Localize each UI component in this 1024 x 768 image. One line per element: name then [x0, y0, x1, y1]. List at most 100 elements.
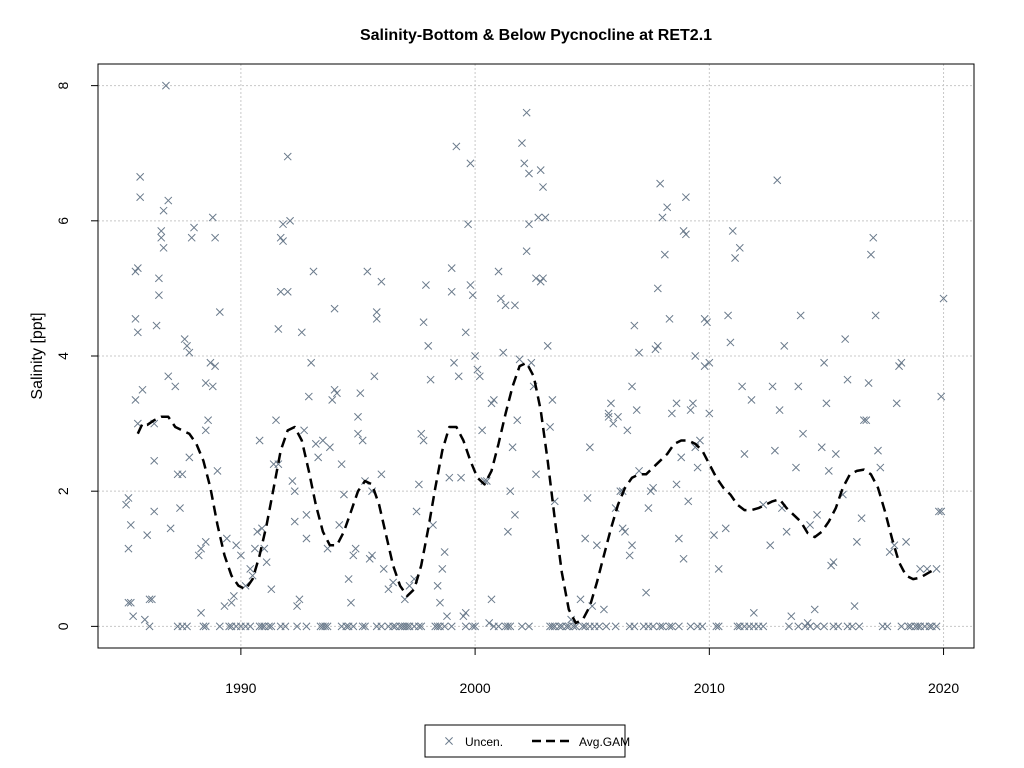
legend-x-marker: [445, 737, 453, 745]
x-tick-label: 2010: [694, 680, 725, 696]
data-point: [185, 453, 194, 462]
data-point: [885, 548, 894, 556]
data-point: [489, 395, 498, 404]
data-point: [667, 622, 676, 631]
data-point: [157, 227, 166, 235]
data-point: [372, 308, 381, 317]
data-point: [522, 108, 531, 117]
data-point: [370, 372, 379, 381]
data-point: [820, 358, 829, 367]
data-point: [262, 558, 271, 567]
data-point: [904, 622, 913, 631]
data-point: [703, 318, 711, 327]
data-point: [471, 622, 480, 631]
data-point: [628, 541, 636, 550]
data-point: [827, 561, 836, 570]
data-point: [876, 463, 885, 472]
data-point: [525, 622, 533, 631]
data-point: [330, 385, 339, 394]
data-point: [681, 230, 690, 239]
data-point: [485, 619, 494, 627]
data-point: [571, 622, 580, 631]
data-point: [417, 429, 426, 438]
data-point: [859, 416, 868, 425]
data-point: [293, 602, 302, 611]
data-point: [421, 281, 430, 289]
data-point: [293, 622, 302, 631]
data-point: [164, 372, 173, 381]
data-point: [363, 267, 372, 276]
data-point: [599, 605, 608, 614]
data-point: [129, 612, 138, 621]
data-point: [419, 318, 428, 327]
data-point: [361, 622, 369, 631]
data-point: [351, 544, 360, 553]
data-point: [869, 233, 878, 242]
y-tick-label: 0: [55, 622, 71, 630]
data-point: [358, 622, 367, 631]
data-point: [674, 534, 683, 543]
data-point: [934, 507, 943, 516]
data-point: [525, 169, 533, 178]
data-point: [592, 541, 601, 550]
data-point: [663, 203, 672, 212]
data-point: [447, 287, 456, 296]
data-point: [201, 537, 210, 546]
data-point: [143, 531, 152, 540]
data-point: [347, 598, 355, 607]
data-point: [562, 622, 571, 631]
data-point: [274, 460, 283, 469]
data-point: [412, 507, 421, 516]
data-point: [630, 321, 639, 330]
data-point: [602, 622, 611, 631]
data-point: [187, 233, 196, 242]
data-point: [281, 622, 290, 631]
data-point: [414, 480, 423, 489]
data-point: [126, 598, 135, 607]
data-point: [290, 487, 299, 496]
data-point: [473, 365, 482, 374]
data-point: [171, 382, 180, 391]
data-point: [794, 382, 803, 391]
data-point: [604, 412, 613, 421]
gam-line-layer: [136, 361, 933, 625]
data-point: [337, 460, 346, 469]
data-point: [635, 348, 644, 357]
data-point: [220, 602, 229, 611]
data-point: [468, 622, 477, 631]
data-point: [712, 622, 721, 631]
data-point: [464, 220, 473, 229]
data-point: [325, 443, 334, 452]
data-point: [457, 473, 466, 482]
data-point: [653, 341, 662, 350]
data-point: [525, 220, 533, 229]
data-point: [932, 622, 941, 631]
data-point: [874, 446, 882, 455]
data-point: [250, 544, 259, 553]
data-point: [133, 328, 142, 337]
data-point: [272, 416, 280, 425]
data-point: [583, 493, 592, 502]
data-point: [197, 544, 206, 553]
data-point: [150, 507, 159, 516]
data-point: [834, 622, 843, 631]
data-point: [539, 274, 547, 283]
data-point: [506, 487, 515, 496]
data-point: [372, 314, 381, 323]
data-point: [258, 524, 266, 533]
data-point: [494, 267, 503, 276]
data-point: [150, 456, 159, 465]
data-point: [201, 426, 210, 435]
data-point: [625, 551, 634, 560]
x-tick-label: 2020: [928, 680, 959, 696]
data-point: [735, 243, 744, 252]
data-point: [775, 406, 784, 415]
data-point: [747, 395, 756, 404]
data-point: [358, 436, 367, 445]
data-point: [466, 159, 475, 168]
data-point: [532, 470, 540, 479]
data-point: [450, 358, 458, 367]
data-point: [178, 470, 187, 479]
data-point: [157, 233, 166, 242]
data-point: [496, 294, 505, 303]
